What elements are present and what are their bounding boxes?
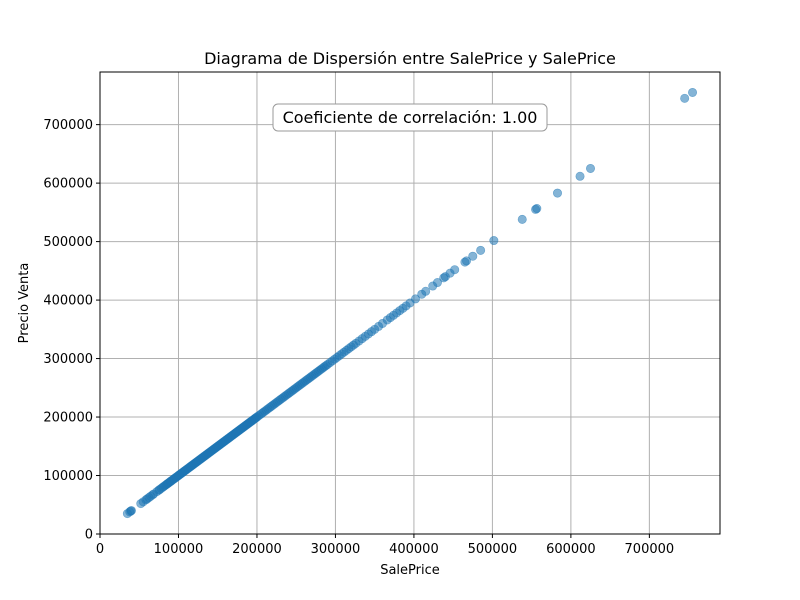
x-tick-label: 700000 — [625, 542, 675, 557]
y-axis-ticks: 0 100000 200000 300000 400000 500000 600000 700… — [43, 118, 100, 543]
data-points — [122, 87, 698, 519]
scatter-point — [575, 171, 585, 181]
y-tick-label: 400000 — [43, 294, 93, 309]
plot-frame — [99, 71, 721, 535]
scatter-point — [489, 236, 499, 246]
scatter-point — [450, 265, 460, 275]
y-tick-label: 0 — [85, 528, 93, 543]
scatter-point — [680, 93, 690, 103]
scatter-point — [552, 188, 562, 198]
x-tick-label: 100000 — [154, 542, 204, 557]
correlation-annotation: Coeficiente de correlación: 1.00 — [272, 103, 548, 132]
x-axis-ticks: 0 100000 200000 300000 400000 500000 600000 700… — [96, 534, 674, 557]
x-tick-label: 500000 — [468, 542, 518, 557]
y-tick-label: 700000 — [43, 118, 93, 133]
scatter-point — [476, 245, 486, 255]
scatter-point — [432, 278, 442, 288]
scatter-point — [532, 204, 542, 214]
scatter-point — [126, 506, 136, 516]
scatter-point — [586, 163, 596, 173]
scatter-point — [468, 251, 478, 261]
scatter-point — [421, 286, 431, 296]
chart-title: Diagrama de Dispersión entre SalePrice y… — [204, 49, 616, 68]
annotation-text: Coeficiente de correlación: 1.00 — [283, 108, 538, 127]
y-tick-label: 200000 — [43, 411, 93, 426]
scatter-point — [688, 87, 698, 97]
x-tick-label: 200000 — [232, 542, 282, 557]
y-tick-label: 600000 — [43, 177, 93, 192]
x-tick-label: 0 — [96, 542, 104, 557]
y-tick-label: 300000 — [43, 352, 93, 367]
scatter-point — [517, 214, 527, 224]
x-axis-label: SalePrice — [380, 563, 440, 578]
y-tick-label: 500000 — [43, 235, 93, 250]
y-axis-label: Precio Venta — [17, 263, 32, 344]
x-tick-label: 400000 — [389, 542, 439, 557]
scatter-point — [462, 256, 472, 266]
x-tick-label: 600000 — [546, 542, 596, 557]
x-tick-label: 300000 — [311, 542, 361, 557]
y-tick-label: 100000 — [43, 469, 93, 484]
annotation-box — [272, 103, 548, 132]
scatter-point — [410, 294, 420, 304]
